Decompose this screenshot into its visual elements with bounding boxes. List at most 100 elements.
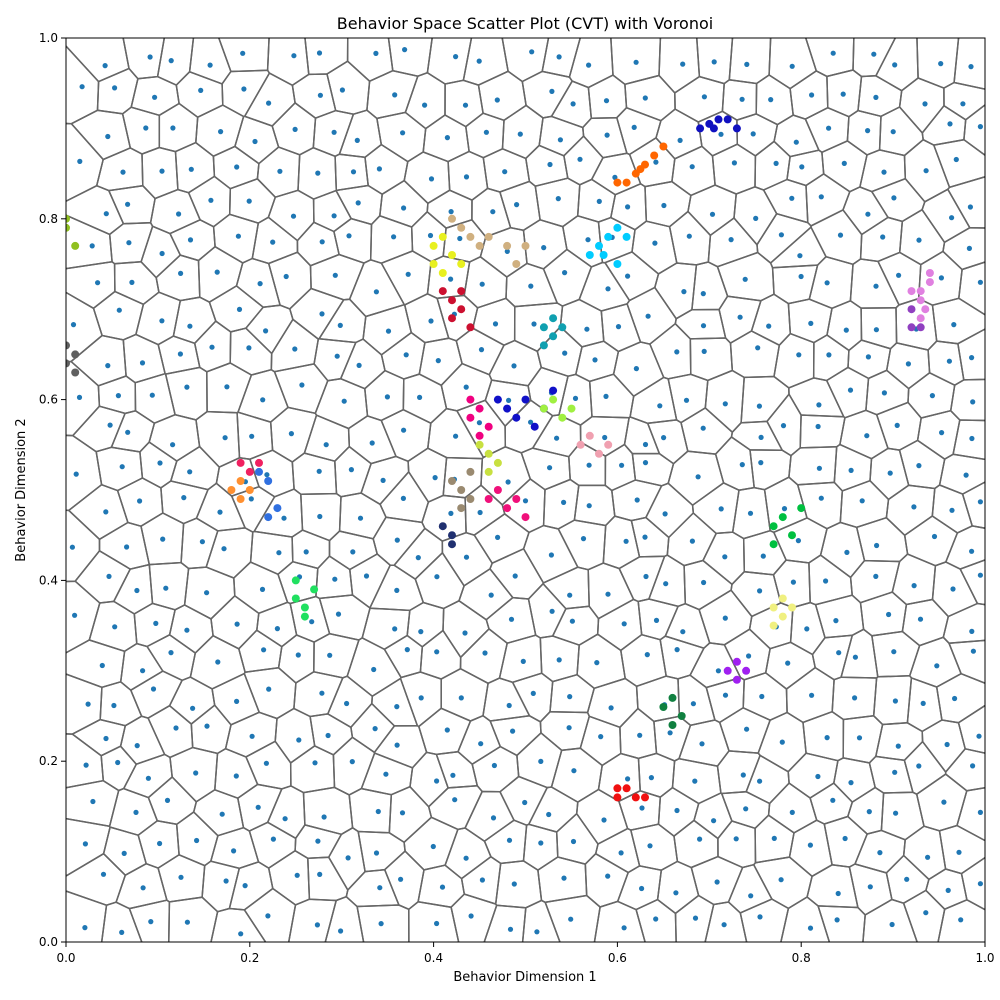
voronoi-cell	[66, 38, 130, 83]
voronoi-cell	[693, 792, 733, 840]
voronoi-cell	[168, 896, 219, 942]
voronoi-cell	[943, 81, 985, 121]
centroid-point	[663, 581, 669, 587]
centroid-point	[147, 54, 153, 60]
centroid-point	[956, 849, 962, 855]
centroid-point	[826, 125, 832, 131]
scatter-point	[466, 323, 475, 332]
centroid-point	[877, 850, 883, 856]
scatter-point	[916, 287, 925, 296]
voronoi-cell	[762, 178, 809, 224]
scatter-point	[769, 522, 778, 531]
voronoi-cell	[563, 135, 604, 186]
centroid-point	[319, 690, 325, 696]
centroid-point	[795, 538, 802, 544]
centroid-point	[778, 232, 785, 238]
centroid-point	[214, 269, 220, 275]
voronoi-cell	[938, 453, 985, 495]
centroid-point	[332, 272, 338, 278]
scatter-point	[613, 178, 622, 187]
voronoi-cell	[644, 180, 692, 228]
scatter-point	[595, 241, 603, 250]
centroid-point	[73, 471, 79, 477]
voronoi-cell	[70, 718, 127, 757]
centroid-point	[865, 354, 872, 360]
voronoi-cell	[195, 410, 241, 469]
centroid-point	[969, 435, 975, 442]
voronoi-cell	[304, 38, 349, 76]
voronoi-cell	[248, 821, 297, 869]
centroid-point	[327, 652, 333, 658]
centroid-point	[159, 318, 165, 324]
centroid-point	[530, 690, 536, 697]
centroid-point	[905, 361, 912, 367]
centroid-point	[568, 916, 574, 922]
centroid-point	[969, 628, 975, 635]
voronoi-cell	[66, 673, 103, 735]
centroid-point	[263, 328, 269, 334]
voronoi-cell	[594, 827, 641, 874]
voronoi-cell	[691, 261, 729, 311]
voronoi-cell	[674, 894, 715, 942]
centroid-point	[317, 513, 323, 520]
centroid-point	[639, 885, 645, 892]
centroid-point	[283, 273, 289, 280]
voronoi-cell	[739, 898, 790, 942]
centroid-point	[757, 778, 763, 784]
centroid-point	[163, 585, 169, 591]
centroid-point	[432, 475, 438, 481]
centroid-point	[856, 735, 863, 741]
x-tick-label: 1.0	[975, 951, 994, 965]
scatter-point	[599, 251, 608, 259]
centroid-point	[434, 574, 440, 580]
centroid-point	[661, 202, 667, 209]
voronoi-cell	[728, 38, 772, 85]
centroid-point	[950, 586, 956, 592]
centroid-point	[316, 468, 322, 474]
voronoi-cell	[957, 704, 985, 754]
centroid-point	[458, 695, 464, 701]
centroid-point	[383, 771, 389, 777]
scatter-point	[245, 467, 254, 476]
centroid-point	[922, 101, 928, 107]
scatter-point	[475, 241, 484, 250]
centroid-point	[653, 916, 659, 922]
centroid-point	[916, 463, 922, 469]
voronoi-cell	[333, 217, 373, 264]
scatter-point	[558, 323, 567, 332]
voronoi-cell	[561, 214, 604, 268]
x-tick-label: 0.2	[240, 951, 259, 965]
centroid-point	[768, 97, 774, 103]
centroid-point	[785, 660, 791, 666]
centroid-point	[517, 131, 523, 137]
centroid-point	[427, 232, 434, 239]
scatter-point	[659, 703, 668, 711]
scatter-point	[236, 458, 245, 467]
centroid-point	[483, 129, 489, 135]
voronoi-cell	[587, 562, 635, 620]
centroid-point	[848, 780, 854, 786]
scatter-point	[916, 296, 925, 305]
voronoi-cell	[551, 605, 600, 646]
scatter-point	[466, 232, 475, 241]
voronoi-cell	[687, 184, 737, 237]
centroid-point	[859, 498, 865, 504]
voronoi-cell	[513, 302, 564, 353]
scatter-point	[512, 413, 521, 422]
centroid-point	[944, 741, 950, 748]
centroid-point	[804, 626, 810, 632]
centroid-point	[602, 434, 608, 441]
centroid-point	[546, 811, 552, 818]
centroid-point	[818, 495, 824, 501]
centroid-point	[468, 913, 474, 919]
scatter-point	[457, 260, 466, 268]
centroid-point	[478, 741, 484, 747]
voronoi-cell	[406, 601, 445, 648]
centroid-point	[522, 799, 528, 806]
centroid-point	[548, 552, 555, 558]
voronoi-cell	[885, 484, 936, 537]
centroid-point	[479, 281, 485, 287]
scatter-point	[742, 666, 751, 675]
centroid-point	[689, 164, 695, 170]
centroid-point	[756, 403, 763, 409]
